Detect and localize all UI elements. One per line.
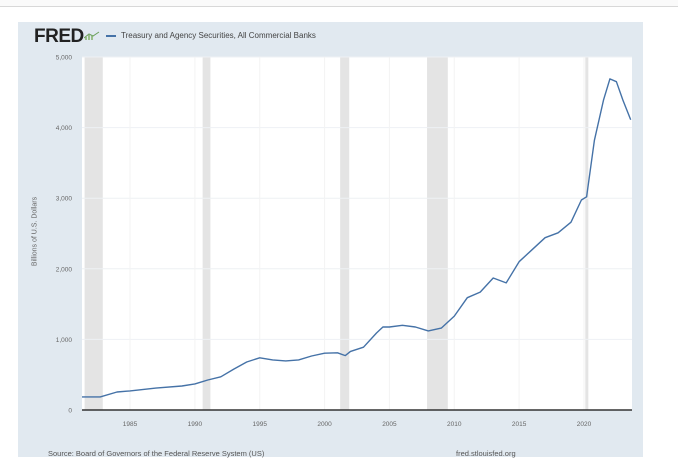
y-tick-label: 2,000: [56, 266, 73, 273]
x-tick-label: 2000: [317, 421, 332, 428]
y-tick-label: 3,000: [56, 196, 73, 203]
x-tick-label: 2020: [577, 421, 592, 428]
x-tick-label: 2010: [447, 421, 462, 428]
recession-band: [585, 57, 589, 410]
recession-band: [84, 57, 103, 410]
plot-area: [82, 57, 632, 410]
recession-band: [427, 57, 448, 410]
y-tick-label: 4,000: [56, 125, 73, 132]
legend-swatch: [106, 34, 116, 37]
fred-logo[interactable]: FRED: [34, 26, 84, 47]
fred-chart-icon: [84, 31, 100, 40]
source-url[interactable]: fred.stlouisfed.org: [456, 449, 516, 458]
y-tick-label: 5,000: [56, 55, 73, 62]
x-tick-label: 1995: [252, 421, 267, 428]
x-tick-label: 2005: [382, 421, 397, 428]
y-tick-label: 1,000: [56, 337, 73, 344]
series-line: [82, 78, 632, 398]
y-axis-label: Billions of U.S. Dollars: [31, 196, 39, 267]
recession-band: [340, 57, 350, 410]
chart-legend: Treasury and Agency Securities, All Comm…: [106, 31, 316, 40]
x-tick-label: 2015: [512, 421, 527, 428]
x-tick-label: 1990: [188, 421, 203, 428]
y-tick-label: 0: [68, 408, 72, 415]
legend-label: Treasury and Agency Securities, All Comm…: [121, 31, 316, 40]
x-tick-label: 1985: [123, 421, 138, 428]
recession-band: [202, 57, 211, 410]
top-bar: [0, 0, 678, 7]
source-note: Source: Board of Governors of the Federa…: [48, 449, 265, 458]
